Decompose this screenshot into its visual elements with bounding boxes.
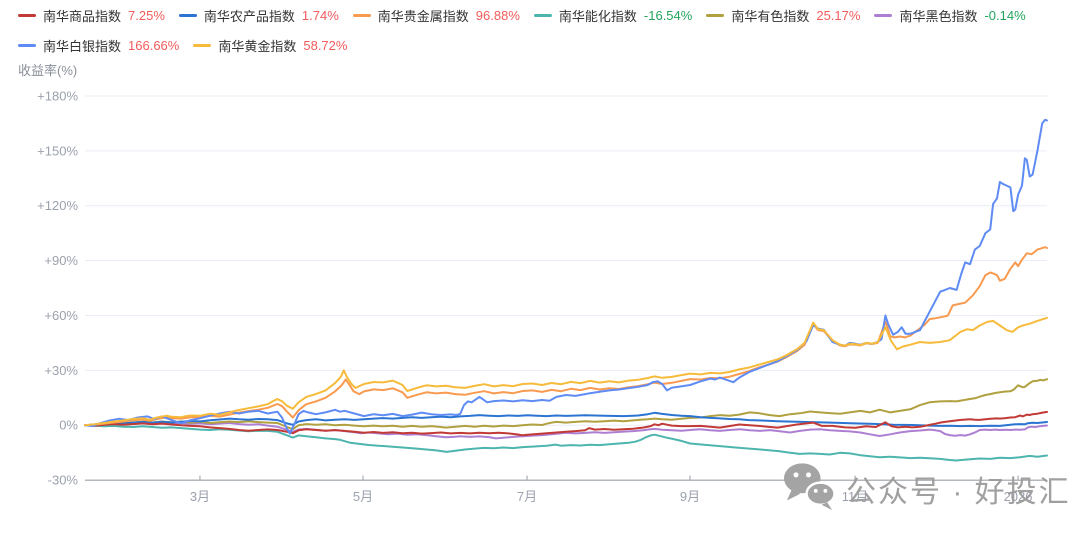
legend-series-name: 南华黑色指数	[899, 9, 978, 24]
y-axis-title: 收益率(%)	[18, 63, 78, 78]
series-color-dash-icon	[193, 44, 212, 47]
legend-series-name: 南华有色指数	[731, 9, 810, 24]
x-axis-tick-label: 7月	[517, 489, 537, 504]
series-color-dash-icon	[706, 14, 725, 17]
series-color-dash-icon	[874, 14, 893, 17]
series-color-dash-icon	[533, 14, 552, 17]
legend-series-value: 25.17%	[816, 8, 861, 23]
series-line-commodity[interactable]	[84, 410, 1048, 437]
legend-series-name: 南华农产品指数	[203, 9, 295, 24]
series-line-nonferrous[interactable]	[84, 378, 1048, 431]
legend-item-gold[interactable]: 南华黄金指数 58.72%	[193, 38, 348, 54]
x-axis-tick-label: 11月	[842, 489, 869, 504]
x-axis-tick-label: 2026	[1004, 489, 1033, 504]
y-axis-tick-label: +90%	[44, 253, 78, 268]
x-axis-tick-label: 9月	[680, 489, 700, 504]
legend-series-value: 58.72%	[303, 38, 348, 53]
legend-series-name: 南华商品指数	[43, 9, 122, 24]
legend-item-silver[interactable]: 南华白银指数 166.66%	[18, 38, 180, 54]
y-axis-tick-label: -30%	[48, 473, 79, 488]
legend: 南华商品指数 7.25% 南华农产品指数 1.74% 南华贵金属指数 96.88% 南华能化…	[18, 8, 1072, 54]
series-line-silver[interactable]	[84, 118, 1048, 435]
legend-item-nonferrous[interactable]: 南华有色指数 25.17%	[706, 8, 861, 24]
series-color-dash-icon	[352, 14, 371, 17]
series-line-gold[interactable]	[84, 316, 1048, 427]
legend-item-ferrous[interactable]: 南华黑色指数 -0.14%	[874, 8, 1026, 24]
series-color-dash-icon	[18, 44, 36, 47]
series-line-precious-metals[interactable]	[84, 246, 1048, 427]
y-axis-tick-label: +30%	[44, 363, 78, 378]
legend-series-value: 166.66%	[128, 38, 180, 53]
legend-series-name: 南华黄金指数	[218, 39, 297, 54]
legend-item-agriculture[interactable]: 南华农产品指数 1.74%	[178, 8, 339, 24]
y-axis-tick-label: +180%	[37, 88, 78, 103]
series-line-energy-chem[interactable]	[84, 424, 1048, 462]
legend-item-energy-chem[interactable]: 南华能化指数 -16.54%	[533, 8, 693, 24]
legend-series-name: 南华白银指数	[43, 39, 122, 54]
legend-series-value: -16.54%	[643, 8, 693, 23]
series-line-ferrous[interactable]	[84, 421, 1048, 440]
y-axis-tick-label: +120%	[37, 198, 78, 213]
legend-series-value: -0.14%	[984, 8, 1026, 23]
series-line-agriculture[interactable]	[84, 411, 1048, 428]
legend-series-value: 1.74%	[301, 8, 339, 23]
y-axis-tick-label: 0%	[59, 418, 78, 433]
legend-series-name: 南华贵金属指数	[377, 9, 469, 24]
series-color-dash-icon	[178, 14, 197, 17]
legend-item-commodity[interactable]: 南华商品指数 7.25%	[18, 8, 165, 24]
legend-series-value: 7.25%	[128, 8, 165, 23]
y-axis-tick-label: +60%	[44, 308, 78, 323]
x-axis-tick-label: 5月	[353, 489, 373, 504]
legend-item-precious-metals[interactable]: 南华贵金属指数 96.88%	[352, 8, 520, 24]
y-axis-tick-label: +150%	[37, 143, 78, 158]
legend-series-value: 96.88%	[475, 8, 520, 23]
series-color-dash-icon	[18, 14, 36, 17]
x-axis-tick-label: 3月	[190, 489, 210, 504]
legend-series-name: 南华能化指数	[558, 9, 637, 24]
